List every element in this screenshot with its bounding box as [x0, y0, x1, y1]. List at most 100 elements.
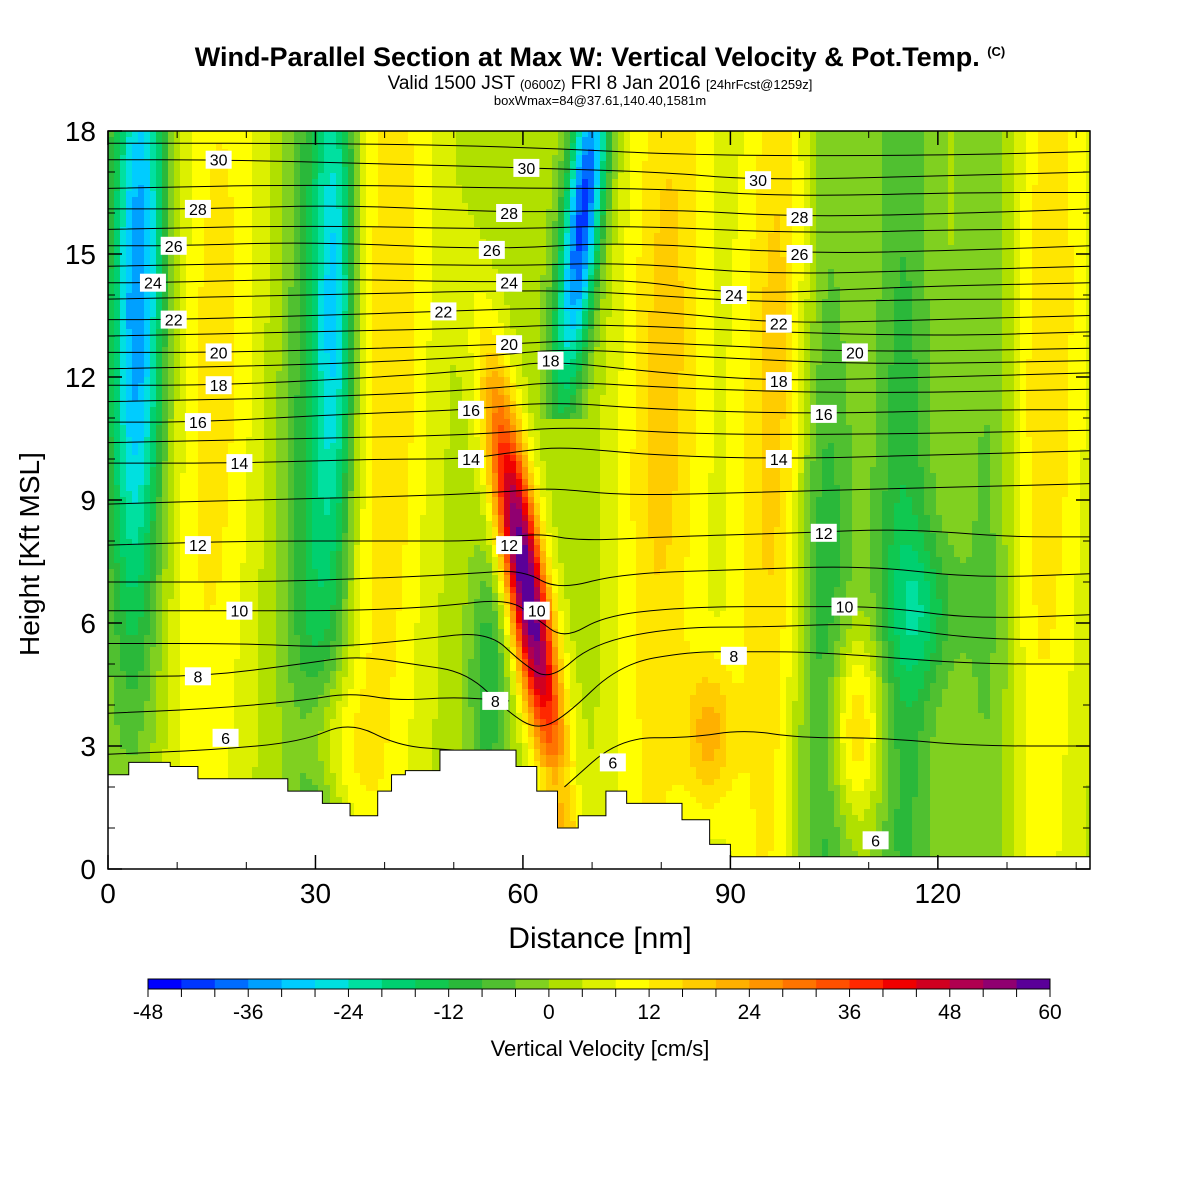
field-cell [708, 275, 715, 282]
field-cell [792, 287, 799, 294]
field-cell [402, 245, 409, 252]
field-cell [192, 269, 199, 276]
field-cell [624, 143, 631, 150]
field-cell [288, 185, 295, 192]
field-cell [648, 185, 655, 192]
field-cell [138, 179, 145, 186]
field-cell [414, 269, 421, 276]
field-cell [816, 233, 823, 240]
field-cell [414, 173, 421, 180]
field-cell [450, 161, 457, 168]
field-cell [468, 131, 475, 138]
field-cell [780, 245, 787, 252]
field-cell [666, 131, 673, 138]
field-cell [528, 299, 535, 306]
field-cell [726, 191, 733, 198]
field-cell [174, 173, 181, 180]
field-cell [972, 161, 979, 168]
field-cell [204, 281, 211, 288]
field-cell [432, 131, 439, 138]
field-cell [822, 155, 829, 162]
field-cell [876, 245, 883, 252]
field-cell [954, 233, 961, 240]
field-cell [270, 293, 277, 300]
field-cell [192, 251, 199, 258]
field-cell [348, 155, 355, 162]
field-cell [780, 281, 787, 288]
field-cell [180, 227, 187, 234]
field-cell [1056, 137, 1063, 144]
field-cell [828, 167, 835, 174]
field-cell [396, 215, 403, 222]
field-cell [978, 131, 985, 138]
field-cell [636, 215, 643, 222]
field-cell [1032, 149, 1039, 156]
field-cell [300, 263, 307, 270]
field-cell [192, 179, 199, 186]
field-cell [852, 263, 859, 270]
field-cell [216, 251, 223, 258]
field-cell [624, 275, 631, 282]
field-cell [1014, 161, 1021, 168]
field-cell [120, 215, 127, 222]
field-cell [438, 131, 445, 138]
field-cell [240, 233, 247, 240]
field-cell [438, 281, 445, 288]
field-cell [450, 173, 457, 180]
field-cell [870, 155, 877, 162]
field-cell [132, 293, 139, 300]
field-cell [570, 251, 577, 258]
field-cell [720, 263, 727, 270]
field-cell [1044, 155, 1051, 162]
field-cell [558, 245, 565, 252]
field-cell [756, 287, 763, 294]
field-cell [600, 281, 607, 288]
field-cell [852, 191, 859, 198]
field-cell [402, 155, 409, 162]
field-cell [282, 281, 289, 288]
field-cell [732, 215, 739, 222]
field-cell [612, 221, 619, 228]
field-cell [762, 215, 769, 222]
field-cell [966, 293, 973, 300]
field-cell [1056, 287, 1063, 294]
field-cell [324, 251, 331, 258]
field-cell [132, 233, 139, 240]
field-cell [936, 155, 943, 162]
field-cell [474, 209, 481, 216]
field-cell [546, 143, 553, 150]
field-cell [594, 215, 601, 222]
field-cell [924, 293, 931, 300]
field-cell [180, 137, 187, 144]
field-cell [756, 227, 763, 234]
field-cell [558, 293, 565, 300]
field-cell [870, 299, 877, 306]
field-cell [474, 239, 481, 246]
field-cell [882, 203, 889, 210]
field-cell [678, 275, 685, 282]
field-cell [816, 287, 823, 294]
field-cell [366, 215, 373, 222]
field-cell [192, 293, 199, 300]
field-cell [138, 215, 145, 222]
field-cell [906, 137, 913, 144]
field-cell [990, 155, 997, 162]
field-cell [792, 263, 799, 270]
field-cell [708, 299, 715, 306]
field-cell [366, 209, 373, 216]
field-cell [606, 149, 613, 156]
field-cell [120, 275, 127, 282]
field-cell [594, 155, 601, 162]
field-cell [276, 167, 283, 174]
field-cell [756, 215, 763, 222]
field-cell [330, 143, 337, 150]
field-cell [1080, 191, 1087, 198]
field-cell [588, 287, 595, 294]
field-cell [324, 185, 331, 192]
field-cell [792, 137, 799, 144]
field-cell [294, 293, 301, 300]
field-cell [378, 179, 385, 186]
field-cell [240, 227, 247, 234]
field-cell [552, 143, 559, 150]
field-cell [480, 233, 487, 240]
